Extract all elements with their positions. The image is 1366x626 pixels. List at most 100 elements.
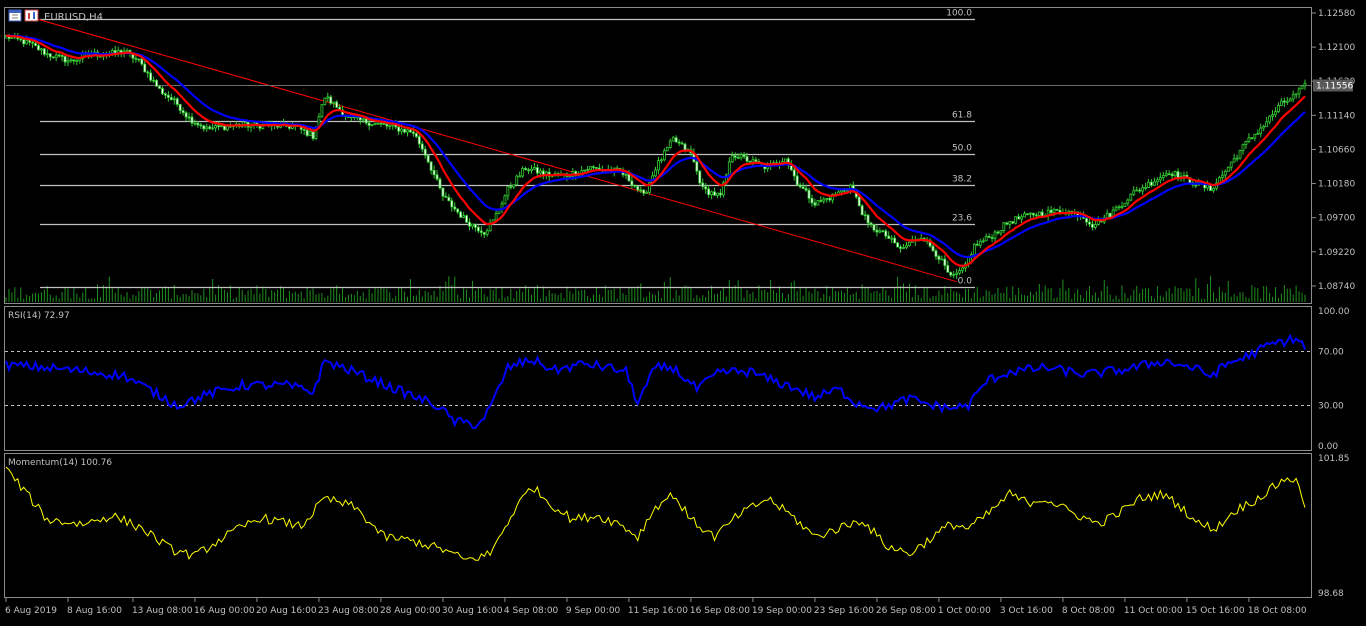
candle-body xyxy=(332,101,336,104)
candle-body xyxy=(751,159,755,163)
candle-body xyxy=(804,188,808,191)
candle-body xyxy=(1164,173,1168,176)
candle-body xyxy=(595,167,598,169)
candle-body xyxy=(155,80,158,87)
candle-body xyxy=(857,196,861,207)
candle-body xyxy=(161,88,164,95)
candle-body xyxy=(388,125,392,128)
candle-body xyxy=(1300,85,1304,90)
moving-averages xyxy=(5,34,1306,268)
candle-body xyxy=(722,182,725,196)
candle-body xyxy=(456,208,460,213)
rsi-indicator: 100.00 70.00 30.00 0.00 xyxy=(5,307,1350,452)
candle-body xyxy=(485,230,489,235)
rsi-tick-label: 0.00 xyxy=(1318,442,1338,452)
candle-body xyxy=(1132,190,1136,195)
candle-body xyxy=(978,241,982,246)
trendline[interactable] xyxy=(35,18,957,283)
candle-body xyxy=(1005,222,1009,225)
candle-body xyxy=(665,147,669,152)
candle-body xyxy=(450,200,454,208)
candle-body xyxy=(193,122,197,125)
time-tick-label: 1 Oct 00:00 xyxy=(938,606,991,616)
candle-body xyxy=(364,118,368,124)
candle-body xyxy=(305,129,309,136)
chart-type-icon[interactable] xyxy=(24,9,39,22)
time-tick-label: 3 Oct 16:00 xyxy=(1000,606,1053,616)
momentum-panel-frame xyxy=(4,453,1312,598)
rsi-panel-frame xyxy=(4,306,1312,451)
candle-body xyxy=(1229,161,1233,168)
candle-body xyxy=(326,96,330,99)
candle-body xyxy=(1244,141,1248,146)
candle-body xyxy=(795,175,799,186)
time-tick-label: 16 Aug 00:00 xyxy=(194,606,255,616)
candle-body xyxy=(695,161,699,172)
candle-body xyxy=(1129,193,1133,201)
candle-body xyxy=(521,168,525,177)
trendline-layer[interactable] xyxy=(6,18,1311,283)
candle-body xyxy=(438,178,442,189)
candle-body xyxy=(633,184,637,187)
candle-body xyxy=(589,166,592,171)
candle-body xyxy=(302,128,306,131)
candle-body xyxy=(42,48,46,55)
candle-body xyxy=(31,41,34,44)
candle-body xyxy=(733,155,737,158)
candle-body xyxy=(51,56,55,59)
candle-body xyxy=(825,197,829,200)
fib-level-label: 23.6 xyxy=(952,214,972,224)
candle-body xyxy=(1170,173,1174,177)
candle-body xyxy=(881,230,885,233)
time-tick-label: 9 Sep 00:00 xyxy=(566,606,621,616)
candle-body xyxy=(671,137,675,142)
candle-body xyxy=(748,160,752,163)
candle-body xyxy=(893,237,897,244)
candle-body xyxy=(149,72,153,81)
candle-body xyxy=(1031,212,1035,216)
candle-body xyxy=(465,215,468,223)
candle-body xyxy=(1091,223,1094,228)
candle-body xyxy=(140,58,144,65)
candle-body xyxy=(716,192,719,196)
candle-body xyxy=(444,195,448,198)
candle-body xyxy=(181,110,185,114)
candle-body xyxy=(54,54,58,59)
candle-body xyxy=(527,169,530,172)
candle-body xyxy=(1049,209,1053,213)
rsi-tick-label: 70.00 xyxy=(1318,348,1344,358)
time-tick-label: 26 Sep 08:00 xyxy=(876,606,936,616)
candle-body xyxy=(146,71,150,74)
candle-body xyxy=(45,53,49,56)
candle-body xyxy=(75,59,79,62)
candle-body xyxy=(946,265,950,273)
candle-body xyxy=(1135,189,1139,192)
candle-body xyxy=(509,186,513,188)
candle-body xyxy=(645,191,649,194)
candle-body xyxy=(69,59,73,62)
candle-body xyxy=(1274,111,1277,116)
time-tick-label: 11 Oct 00:00 xyxy=(1124,606,1183,616)
candle-body xyxy=(952,274,956,276)
candle-body xyxy=(955,272,959,275)
candle-body xyxy=(441,187,445,197)
window-menu-icon[interactable] xyxy=(8,9,22,22)
time-tick-label: 4 Sep 08:00 xyxy=(504,606,559,616)
candle-body xyxy=(1235,157,1239,160)
candle-body xyxy=(657,160,660,171)
candle-body xyxy=(494,213,498,221)
candle-body xyxy=(308,131,312,136)
candle-body xyxy=(754,159,758,162)
candle-body xyxy=(376,122,380,125)
candle-body xyxy=(164,93,167,96)
candle-body xyxy=(1141,187,1145,192)
candle-body xyxy=(373,122,377,125)
candle-body xyxy=(1126,199,1130,204)
candle-body xyxy=(25,39,29,45)
candle-body xyxy=(907,241,911,247)
candle-body xyxy=(196,122,200,126)
fibonacci-retracement[interactable]: 100.0 61.8 50.0 38.2 23.6 0.0 xyxy=(40,9,975,289)
candle-body xyxy=(1194,184,1198,187)
